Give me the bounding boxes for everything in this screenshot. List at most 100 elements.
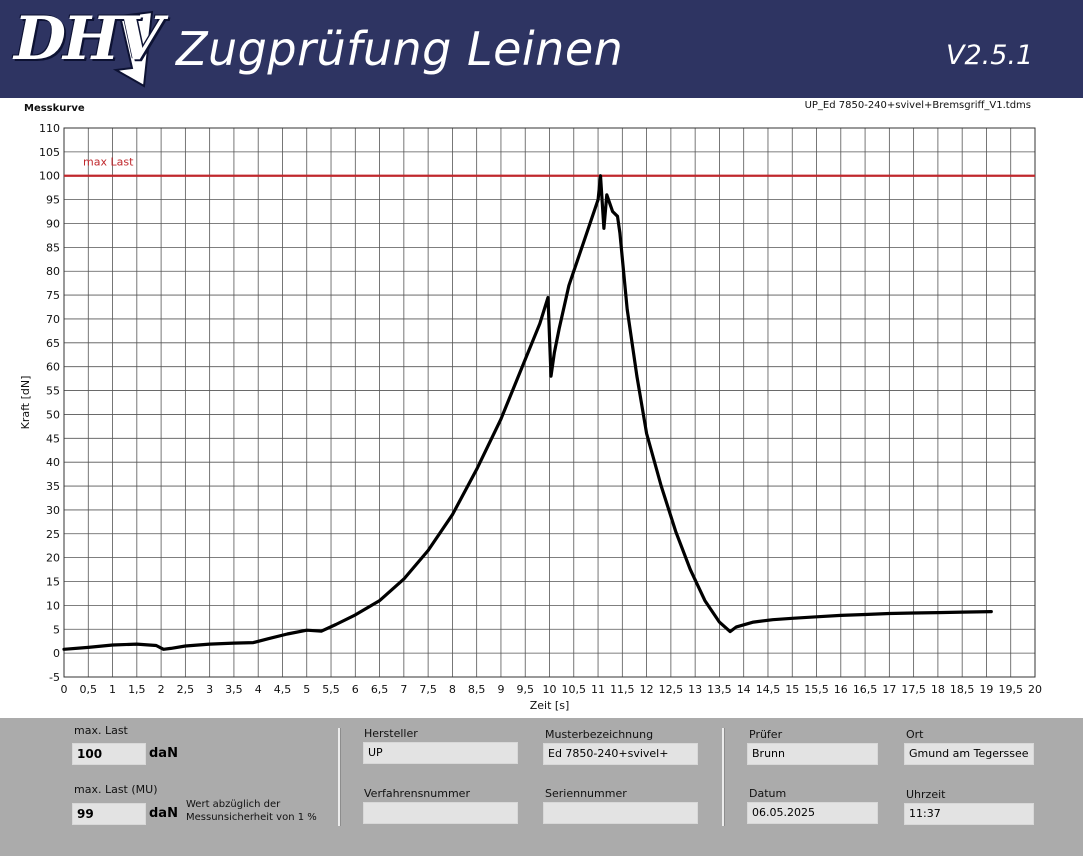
x-tick-label: 7,5 <box>419 683 437 696</box>
datum-field[interactable]: 06.05.2025 <box>747 802 878 824</box>
ort-label: Ort <box>906 728 924 741</box>
x-tick-label: 10 <box>543 683 557 696</box>
y-tick-label: 50 <box>46 408 60 421</box>
musterbezeichnung-field[interactable]: Ed 7850-240+svivel+ <box>543 743 698 765</box>
form-separator-right <box>722 728 725 826</box>
version-label: V2.5.1 <box>946 40 1034 71</box>
max-last-unit: daN <box>149 746 178 761</box>
y-tick-label: 10 <box>46 599 60 612</box>
x-tick-label: 14 <box>737 683 751 696</box>
x-tick-label: 5 <box>303 683 310 696</box>
max-last-field[interactable]: 100 <box>72 743 146 765</box>
x-tick-label: 15,5 <box>804 683 829 696</box>
y-tick-label: 65 <box>46 337 60 350</box>
y-tick-label: 75 <box>46 289 60 302</box>
x-tick-label: 2,5 <box>177 683 195 696</box>
max-last-mu-unit: daN <box>149 806 178 821</box>
y-tick-label: 110 <box>39 122 60 135</box>
y-tick-label: 100 <box>39 170 60 183</box>
x-tick-label: 16 <box>834 683 848 696</box>
y-tick-label: 60 <box>46 361 60 374</box>
y-tick-label: -5 <box>49 671 60 684</box>
max-last-mu-field[interactable]: 99 <box>72 803 146 825</box>
x-tick-label: 19,5 <box>998 683 1023 696</box>
y-tick-label: 90 <box>46 217 60 230</box>
pruefer-field[interactable]: Brunn <box>747 743 878 765</box>
seriennummer-field[interactable] <box>543 802 698 824</box>
x-tick-label: 20 <box>1028 683 1042 696</box>
hersteller-field[interactable]: UP <box>363 742 518 764</box>
x-tick-label: 6 <box>352 683 359 696</box>
y-tick-label: 80 <box>46 265 60 278</box>
y-tick-label: 45 <box>46 432 60 445</box>
ort-field[interactable]: Gmund am Tegerssee <box>904 743 1034 765</box>
x-tick-label: 19 <box>979 683 993 696</box>
x-tick-label: 7 <box>400 683 407 696</box>
app-title: Zugprüfung Leinen <box>176 22 624 76</box>
y-tick-label: 70 <box>46 313 60 326</box>
y-tick-label: 105 <box>39 146 60 159</box>
x-tick-label: 18,5 <box>950 683 975 696</box>
y-tick-label: 5 <box>53 623 60 636</box>
y-tick-label: 20 <box>46 552 60 565</box>
y-tick-label: 0 <box>53 647 60 660</box>
datum-label: Datum <box>749 787 787 800</box>
chart-panel: Messkurve UP_Ed 7850-240+svivel+Bremsgri… <box>0 98 1083 718</box>
logo-text: DHV <box>14 4 163 74</box>
plot-border <box>63 127 1036 678</box>
x-tick-label: 3,5 <box>225 683 243 696</box>
y-tick-label: 40 <box>46 456 60 469</box>
x-tick-label: 12,5 <box>659 683 684 696</box>
force-curve <box>62 174 993 651</box>
y-tick-label: 95 <box>46 194 60 207</box>
y-tick-label: 85 <box>46 241 60 254</box>
x-tick-label: 8,5 <box>468 683 486 696</box>
pruefer-label: Prüfer <box>749 728 783 741</box>
x-tick-label: 12 <box>640 683 654 696</box>
mu-note-line2: Messunsicherheit von 1 % <box>186 812 317 823</box>
x-tick-label: 4 <box>255 683 262 696</box>
x-tick-label: 11,5 <box>610 683 635 696</box>
x-tick-label: 14,5 <box>756 683 781 696</box>
x-tick-label: 2 <box>158 683 165 696</box>
x-tick-label: 1 <box>109 683 116 696</box>
x-tick-label: 15 <box>785 683 799 696</box>
x-tick-label: 18 <box>931 683 945 696</box>
x-tick-label: 1,5 <box>128 683 146 696</box>
x-tick-label: 17,5 <box>901 683 926 696</box>
chart-filename: UP_Ed 7850-240+svivel+Bremsgriff_V1.tdms <box>804 100 1031 111</box>
dhv-logo <box>112 10 154 88</box>
x-tick-label: 9,5 <box>516 683 534 696</box>
x-tick-label: 0,5 <box>80 683 98 696</box>
chart-panel-label: Messkurve <box>24 103 85 114</box>
x-tick-label: 9 <box>497 683 504 696</box>
form-separator-left <box>338 728 341 826</box>
x-tick-label: 3 <box>206 683 213 696</box>
hersteller-label: Hersteller <box>364 727 418 740</box>
musterbezeichnung-label: Musterbezeichnung <box>545 728 654 741</box>
x-axis-label: Zeit [s] <box>530 699 569 712</box>
max-last-line-label: max Last <box>83 156 134 169</box>
seriennummer-label: Seriennummer <box>545 787 627 800</box>
force-time-chart: 0 0,5 1 1,5 2 2,5 3 3,5 4 4,5 5 5,5 6 6,5 7 7,5 8 8,5 9 9,5… <box>19 122 1042 712</box>
y-tick-label: 35 <box>46 480 60 493</box>
x-tick-label: 8 <box>449 683 456 696</box>
y-tick-label: 30 <box>46 504 60 517</box>
x-tick-label: 0 <box>61 683 68 696</box>
x-tick-label: 13 <box>688 683 702 696</box>
x-tick-label: 5,5 <box>322 683 340 696</box>
x-tick-label: 16,5 <box>853 683 878 696</box>
uhrzeit-label: Uhrzeit <box>906 788 946 801</box>
max-last-mu-label: max. Last (MU) <box>74 783 158 796</box>
max-last-label: max. Last <box>74 724 128 737</box>
y-tick-label: 25 <box>46 528 60 541</box>
uhrzeit-field[interactable]: 11:37 <box>904 803 1034 825</box>
x-tick-label: 11 <box>591 683 605 696</box>
x-tick-label: 17 <box>882 683 896 696</box>
verfahrensnummer-field[interactable] <box>363 802 518 824</box>
y-tick-label: 15 <box>46 576 60 589</box>
mu-note-line1: Wert abzüglich der <box>186 799 281 810</box>
y-axis-label: Kraft [dN] <box>19 376 32 430</box>
app-header: DHV Zugprüfung Leinen V2.5.1 <box>0 0 1083 98</box>
y-tick-label: 55 <box>46 385 60 398</box>
